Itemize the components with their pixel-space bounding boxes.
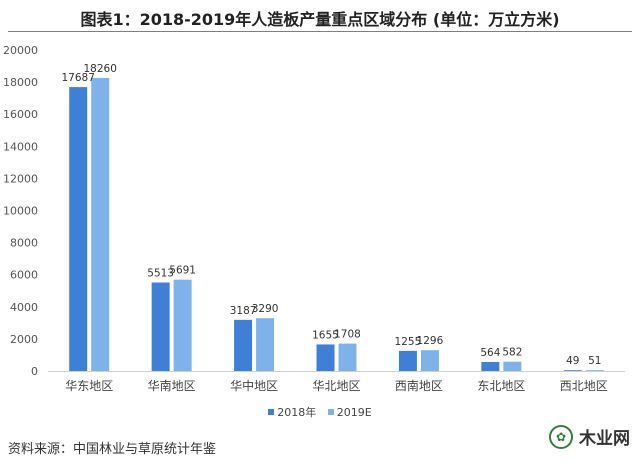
y-tick-label: 14000	[3, 140, 38, 153]
value-label: 18260	[84, 63, 117, 75]
legend-item-2019e: 2019E	[327, 406, 372, 419]
y-tick-label: 0	[31, 365, 38, 378]
value-label: 582	[502, 347, 522, 359]
value-label: 3290	[252, 303, 279, 315]
value-label: 1655	[312, 329, 339, 341]
y-tick-label: 8000	[10, 237, 38, 250]
title-divider	[8, 31, 632, 32]
x-tick-label: 西南地区	[395, 378, 443, 393]
y-axis: 0 2000 4000 6000 8000 10000 12000 14000 16000 180…	[3, 44, 38, 378]
legend-swatch-2018	[268, 409, 275, 415]
y-tick-label: 16000	[3, 108, 38, 121]
value-label: 5691	[169, 265, 196, 277]
y-tick-label: 10000	[3, 205, 38, 218]
bar-chart: 0 2000 4000 6000 8000 10000 12000 14000 16000 180…	[3, 44, 625, 393]
y-tick-label: 12000	[3, 172, 38, 185]
bar-group	[69, 77, 604, 371]
value-label: 564	[480, 347, 500, 359]
bar	[585, 370, 604, 371]
bar	[338, 343, 357, 371]
site-logo: ✿ 木业网	[549, 424, 630, 449]
legend: 2018年 2019E	[0, 404, 640, 420]
value-label: 3187	[230, 305, 257, 317]
x-tick-label: 华东地区	[65, 379, 113, 393]
bar	[481, 361, 500, 371]
source-note: 资料来源：中国林业与草原统计年鉴	[8, 442, 217, 457]
value-label: 5513	[147, 268, 174, 280]
chart-title: 图表1：2018-2019年人造板产量重点区域分布 (单位：万立方米)	[80, 10, 560, 29]
legend-item-2018: 2018年	[268, 404, 316, 420]
bar	[91, 77, 110, 371]
bar	[316, 344, 335, 371]
bar	[151, 282, 170, 371]
logo-text: 木业网	[579, 429, 630, 449]
value-label: 51	[588, 355, 601, 367]
x-tick-label: 西北地区	[560, 379, 608, 393]
y-tick-label: 18000	[3, 76, 38, 89]
bar	[398, 350, 417, 371]
y-tick-label: 2000	[10, 333, 38, 346]
value-label: 1708	[334, 329, 361, 341]
value-label: 49	[566, 355, 579, 367]
value-label: 1255	[395, 336, 422, 348]
value-label: 17687	[62, 72, 95, 84]
x-tick-label: 华北地区	[312, 379, 360, 393]
x-axis: 华东地区 华南地区 华中地区 华北地区 西南地区 东北地区 西北地区	[48, 371, 625, 393]
bar	[256, 318, 275, 371]
x-tick-label: 华南地区	[148, 378, 196, 393]
y-tick-label: 20000	[3, 44, 38, 57]
wood-logo-icon: ✿	[549, 424, 573, 449]
x-tick-label: 东北地区	[477, 379, 525, 393]
value-label: 1296	[417, 335, 444, 347]
legend-label-2018: 2018年	[277, 406, 317, 419]
x-tick-label: 华中地区	[230, 378, 278, 393]
y-tick-label: 6000	[10, 269, 38, 282]
bar	[503, 361, 522, 371]
legend-label-2019e: 2019E	[336, 406, 372, 419]
bar	[563, 370, 582, 371]
y-tick-label: 4000	[10, 301, 38, 314]
bar	[234, 319, 253, 371]
legend-swatch-2019e	[327, 409, 334, 415]
bar	[420, 350, 439, 371]
bar	[173, 279, 192, 371]
bar	[69, 87, 88, 371]
